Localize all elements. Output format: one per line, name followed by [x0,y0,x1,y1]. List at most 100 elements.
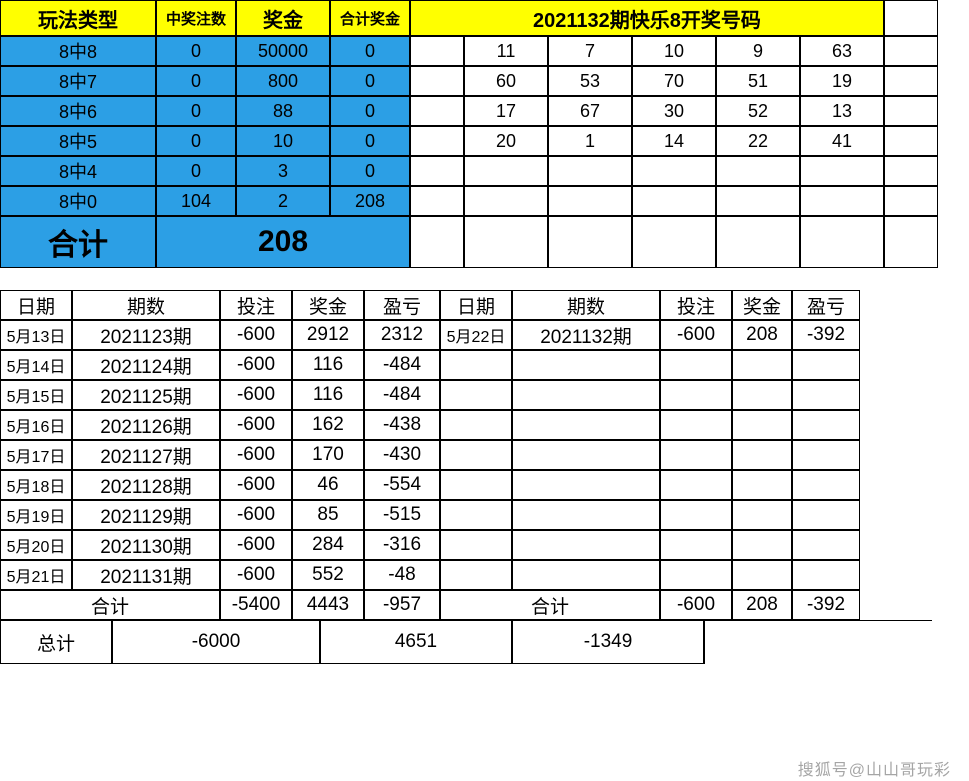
period-cell [512,560,660,590]
sum-value: 208 [156,216,410,268]
type-cell: 8中7 [0,66,156,96]
bet-cell [660,560,732,590]
subtotal-left-pl: -957 [364,590,440,620]
h-date: 日期 [0,290,72,320]
draw-number [800,186,884,216]
history-row: 5月20日2021130期-600284-316 [0,530,969,560]
subtotal-left-bet: -5400 [220,590,292,620]
blank [884,156,938,186]
draw-number [716,156,800,186]
subtotal-right-pl: -392 [792,590,860,620]
prize-cell: 2912 [292,320,364,350]
sum-row: 合计208 [0,216,969,268]
gap [410,126,464,156]
subtotal-row: 合计 -5400 4443 -957 合计 -600 208 -392 [0,590,969,620]
draw-number: 19 [800,66,884,96]
count-cell: 0 [156,96,236,126]
period-cell [512,410,660,440]
count-cell: 0 [156,156,236,186]
bet-cell: -600 [220,560,292,590]
pl-cell [792,410,860,440]
date-cell [440,530,512,560]
prize-row: 8中50100201142241 [0,126,969,156]
total-cell: 0 [330,96,410,126]
bet-cell: -600 [220,410,292,440]
date-cell: 5月19日 [0,500,72,530]
total-cell: 0 [330,36,410,66]
draw-number [632,156,716,186]
draw-number: 41 [800,126,884,156]
pl-cell: -392 [792,320,860,350]
pl-cell [792,380,860,410]
blank [704,620,932,664]
bet-cell: -600 [220,380,292,410]
type-cell: 8中5 [0,126,156,156]
pl-cell: -484 [364,380,440,410]
hdr-prize: 奖金 [236,0,330,36]
hdr-type: 玩法类型 [0,0,156,36]
history-row: 5月13日2021123期-600291223125月22日2021132期-6… [0,320,969,350]
pl-cell: -48 [364,560,440,590]
h-bet2: 投注 [660,290,732,320]
bet-cell: -600 [660,320,732,350]
period-cell: 2021125期 [72,380,220,410]
h-pl2: 盈亏 [792,290,860,320]
subtotal-right-bet: -600 [660,590,732,620]
draw-number [716,186,800,216]
period-cell [512,500,660,530]
count-cell: 0 [156,66,236,96]
draw-number: 14 [632,126,716,156]
h-pl: 盈亏 [364,290,440,320]
period-cell [512,470,660,500]
h-prize: 奖金 [292,290,364,320]
draw-number: 9 [716,36,800,66]
draw-number [548,156,632,186]
period-cell [512,380,660,410]
bet-cell: -600 [220,470,292,500]
prize-row: 8中608801767305213 [0,96,969,126]
prize-cell [732,380,792,410]
gap [410,66,464,96]
grandtotal-prize: 4651 [320,620,512,664]
draw-number [632,186,716,216]
period-cell: 2021127期 [72,440,220,470]
blank [884,0,938,36]
draw-number: 60 [464,66,548,96]
h-prize2: 奖金 [732,290,792,320]
draw-number: 52 [716,96,800,126]
hdr-count: 中奖注数 [156,0,236,36]
type-cell: 8中4 [0,156,156,186]
pl-cell: -484 [364,350,440,380]
history-row: 5月17日2021127期-600170-430 [0,440,969,470]
prize-row: 8中8050000011710963 [0,36,969,66]
prize-cell [732,530,792,560]
prize-cell [732,470,792,500]
h-date2: 日期 [440,290,512,320]
draw-number: 7 [548,36,632,66]
gap [410,156,464,186]
draw-number: 11 [464,36,548,66]
total-cell: 0 [330,66,410,96]
grandtotal-label: 总计 [0,620,112,664]
prize-row: 8中7080006053705119 [0,66,969,96]
bet-cell: -600 [220,350,292,380]
total-cell: 208 [330,186,410,216]
prize-cell: 116 [292,380,364,410]
prize-cell: 284 [292,530,364,560]
date-cell [440,470,512,500]
draw-number: 53 [548,66,632,96]
draw-number: 20 [464,126,548,156]
hdr-total: 合计奖金 [330,0,410,36]
pl-cell [792,560,860,590]
prize-cell: 88 [236,96,330,126]
subtotal-label-left: 合计 [0,590,220,620]
date-cell: 5月14日 [0,350,72,380]
prize-row: 8中4030 [0,156,969,186]
draw-number: 67 [548,96,632,126]
draw-title: 2021132期快乐8开奖号码 [410,0,884,36]
grandtotal-row: 总计 -6000 4651 -1349 [0,620,969,664]
period-cell [512,530,660,560]
prize-cell: 800 [236,66,330,96]
pl-cell: -554 [364,470,440,500]
draw-number: 1 [548,126,632,156]
